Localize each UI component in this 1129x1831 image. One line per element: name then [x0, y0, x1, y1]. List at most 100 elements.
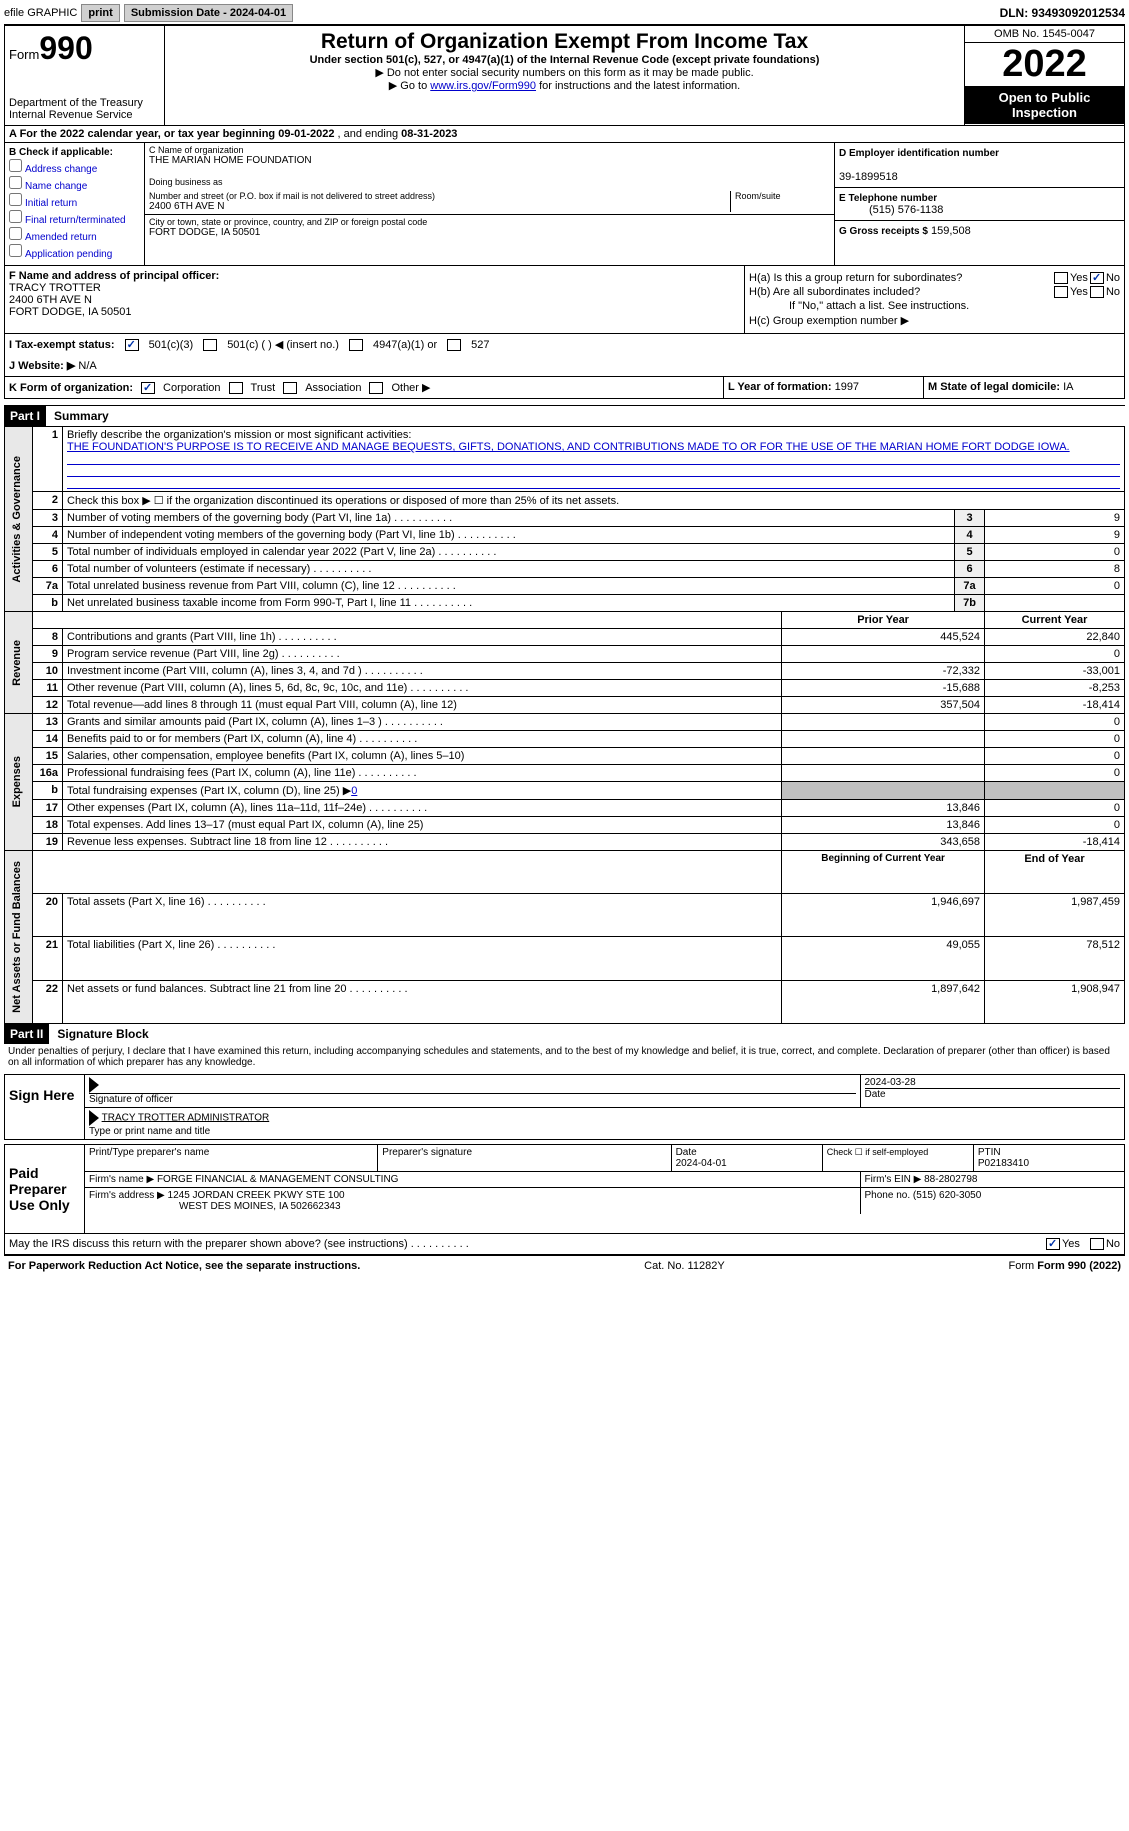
line5: Total number of individuals employed in … — [67, 546, 496, 558]
state-domicile-label: M State of legal domicile: — [928, 381, 1060, 393]
officer-name: TRACY TROTTER — [9, 282, 101, 294]
dln-label: DLN: 93493092012534 — [1000, 6, 1125, 20]
p16a — [782, 765, 985, 782]
begin-year-hdr: Beginning of Current Year — [782, 851, 985, 894]
discuss-yes[interactable] — [1046, 1238, 1060, 1250]
part2-title: Signature Block — [49, 1027, 148, 1041]
street-label: Number and street (or P.O. box if mail i… — [149, 191, 730, 201]
line9: Program service revenue (Part VIII, line… — [67, 648, 340, 660]
line16a: Professional fundraising fees (Part IX, … — [67, 767, 417, 779]
chk-name-change[interactable]: Name change — [9, 176, 140, 192]
ein-value: 39-1899518 — [839, 171, 898, 183]
chk-4947[interactable] — [349, 339, 363, 351]
hb-yes[interactable] — [1054, 286, 1068, 298]
org-name-label: C Name of organization — [149, 145, 830, 155]
c18: 0 — [985, 817, 1125, 834]
website-label: J Website: ▶ — [9, 360, 75, 372]
line10: Investment income (Part VIII, column (A)… — [67, 665, 423, 677]
chk-501c[interactable] — [203, 339, 217, 351]
firm-phone-label: Phone no. — [865, 1190, 911, 1201]
line7b: Net unrelated business taxable income fr… — [67, 597, 472, 609]
line1-label: Briefly describe the organization's miss… — [67, 429, 411, 441]
ein-label: D Employer identification number — [839, 148, 999, 159]
year-formation: 1997 — [835, 381, 859, 393]
hb-no[interactable] — [1090, 286, 1104, 298]
firm-name: FORGE FINANCIAL & MANAGEMENT CONSULTING — [157, 1174, 399, 1185]
irs-label: Internal Revenue Service — [9, 109, 160, 121]
chk-initial-return[interactable]: Initial return — [9, 193, 140, 209]
p19: 343,658 — [782, 834, 985, 851]
row-a: A For the 2022 calendar year, or tax yea… — [4, 126, 1125, 143]
line19: Revenue less expenses. Subtract line 18 … — [67, 836, 388, 848]
chk-app-pending[interactable]: Application pending — [9, 244, 140, 260]
line7a: Total unrelated business revenue from Pa… — [67, 580, 456, 592]
summary-table: Activities & Governance 1 Briefly descri… — [4, 426, 1125, 1024]
sign-here-section: Sign Here Signature of officer 2024-03-2… — [4, 1074, 1125, 1140]
officer-label: F Name and address of principal officer: — [9, 270, 219, 282]
discuss-no[interactable] — [1090, 1238, 1104, 1250]
line6: Total number of volunteers (estimate if … — [67, 563, 371, 575]
line16b-val: 0 — [351, 785, 357, 797]
chk-other[interactable] — [369, 382, 383, 394]
chk-527[interactable] — [447, 339, 461, 351]
open-public-badge: Open to Public Inspection — [965, 86, 1124, 124]
ptin-value: P02183410 — [978, 1158, 1029, 1169]
c10: -33,001 — [985, 663, 1125, 680]
form-label: Form — [9, 47, 39, 62]
sig-officer-label: Signature of officer — [89, 1093, 856, 1105]
state-domicile: IA — [1063, 381, 1073, 393]
chk-trust[interactable] — [229, 382, 243, 394]
footer-left: For Paperwork Reduction Act Notice, see … — [8, 1260, 360, 1272]
c19: -18,414 — [985, 834, 1125, 851]
line20: Total assets (Part X, line 16) — [67, 896, 266, 908]
ha-label: H(a) Is this a group return for subordin… — [749, 272, 1052, 284]
paid-preparer-label: Paid Preparer Use Only — [5, 1145, 85, 1233]
tax-exempt-label: I Tax-exempt status: — [9, 339, 115, 351]
p9 — [782, 646, 985, 663]
ha-no[interactable] — [1090, 272, 1104, 284]
hb-note: If "No," attach a list. See instructions… — [749, 300, 1120, 312]
tel-label: E Telephone number — [839, 193, 937, 204]
p15 — [782, 748, 985, 765]
mission-text: THE FOUNDATION'S PURPOSE IS TO RECEIVE A… — [67, 441, 1070, 453]
line8: Contributions and grants (Part VIII, lin… — [67, 631, 337, 643]
submission-date-button[interactable]: Submission Date - 2024-04-01 — [124, 4, 293, 22]
chk-501c3[interactable] — [125, 339, 139, 351]
tax-year: 2022 — [965, 43, 1124, 86]
current-year-hdr: Current Year — [985, 612, 1125, 629]
c20: 1,987,459 — [985, 894, 1125, 937]
v7b — [985, 595, 1125, 612]
line22: Net assets or fund balances. Subtract li… — [67, 983, 408, 995]
sign-here-label: Sign Here — [5, 1075, 85, 1139]
ha-yes[interactable] — [1054, 272, 1068, 284]
firm-phone: (515) 620-3050 — [913, 1190, 981, 1201]
c15: 0 — [985, 748, 1125, 765]
footer-form: Form 990 (2022) — [1037, 1260, 1121, 1272]
chk-amended[interactable]: Amended return — [9, 227, 140, 243]
self-employed-check[interactable]: Check ☐ if self-employed — [823, 1145, 974, 1171]
line13: Grants and similar amounts paid (Part IX… — [67, 716, 443, 728]
org-form-label: K Form of organization: — [9, 382, 133, 394]
v7a: 0 — [985, 578, 1125, 595]
chk-address-change[interactable]: Address change — [9, 159, 140, 175]
print-button[interactable]: print — [81, 4, 119, 22]
year-begin: 09-01-2022 — [278, 128, 334, 140]
firm-name-label: Firm's name ▶ — [89, 1174, 154, 1185]
hb-label: H(b) Are all subordinates included? — [749, 286, 1052, 298]
chk-assoc[interactable] — [283, 382, 297, 394]
city-label: City or town, state or province, country… — [149, 217, 830, 227]
prior-year-hdr: Prior Year — [782, 612, 985, 629]
p13 — [782, 714, 985, 731]
line4: Number of independent voting members of … — [67, 529, 516, 541]
chk-final-return[interactable]: Final return/terminated — [9, 210, 140, 226]
paid-preparer-section: Paid Preparer Use Only Print/Type prepar… — [4, 1144, 1125, 1234]
firm-ein: 88-2802798 — [924, 1174, 977, 1185]
irs-link[interactable]: www.irs.gov/Form990 — [430, 80, 536, 92]
efile-label: efile GRAPHIC — [4, 7, 77, 19]
tab-governance: Activities & Governance — [9, 448, 25, 591]
chk-corp[interactable] — [141, 382, 155, 394]
line14: Benefits paid to or for members (Part IX… — [67, 733, 417, 745]
col-b-checkboxes: B Check if applicable: Address change Na… — [5, 143, 145, 265]
c17: 0 — [985, 800, 1125, 817]
sig-date-label: Date — [865, 1088, 1121, 1100]
